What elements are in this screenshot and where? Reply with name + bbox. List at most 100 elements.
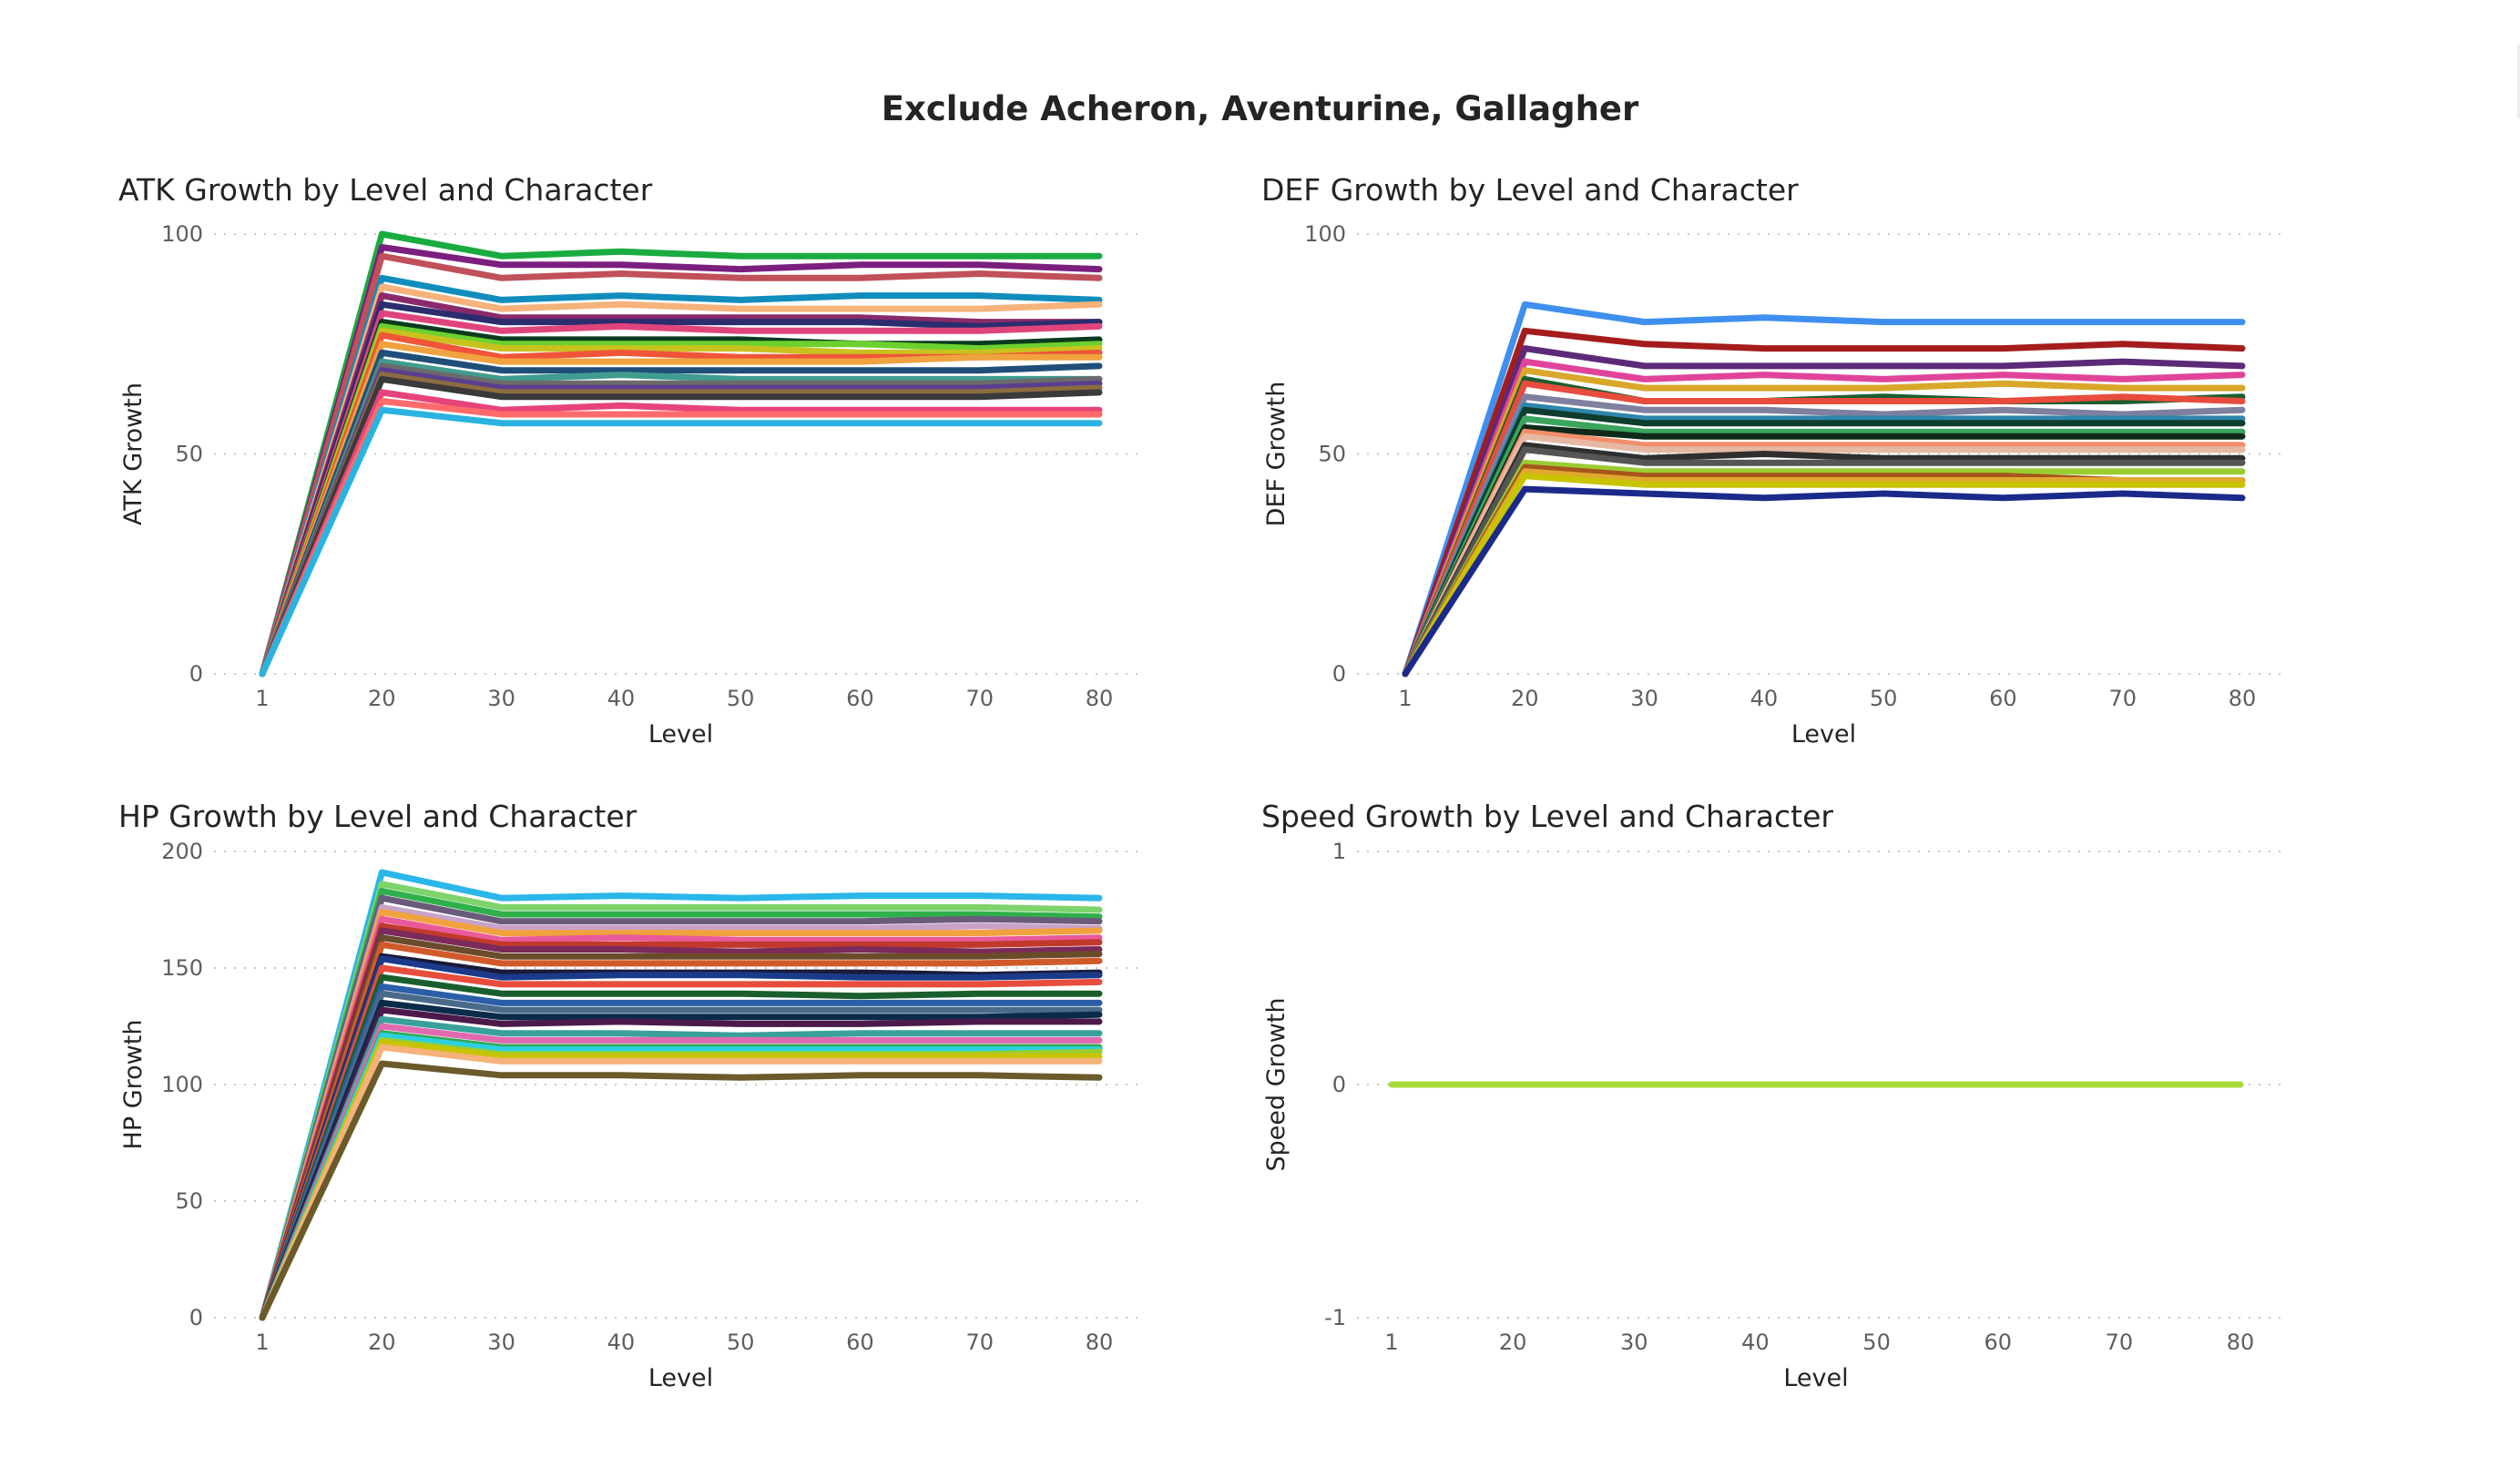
series-line-1[interactable]	[259, 244, 1103, 678]
x-tick-label: 60	[1984, 1330, 2012, 1355]
y-tick-label: 0	[1332, 1072, 1346, 1097]
x-tick-label: 60	[846, 686, 874, 711]
x-tick-label: 70	[965, 1330, 994, 1355]
atk-growth-chart: ATK Growth by Level and Character 0 50 100 1…	[118, 172, 1143, 749]
x-axis-label: Level	[648, 1364, 713, 1392]
y-tick-label: 150	[161, 955, 203, 981]
x-tick-label: 20	[368, 1330, 396, 1355]
x-tick-label: 80	[1086, 686, 1114, 711]
series-line-12[interactable]	[259, 341, 1103, 678]
x-tick-label: 20	[368, 686, 396, 711]
series-line-16[interactable]	[259, 367, 1103, 678]
x-tick-label: 40	[607, 1330, 636, 1355]
series-line-8[interactable]	[259, 927, 1103, 1321]
series-line-7[interactable]	[1402, 393, 2246, 678]
series-line-20[interactable]	[1402, 485, 2246, 678]
x-tick-label: 30	[487, 686, 515, 711]
series-line-25[interactable]	[259, 1044, 1103, 1321]
x-axis-label: Level	[1791, 720, 1856, 749]
series-line-19[interactable]	[259, 1015, 1103, 1321]
series-line-10[interactable]	[259, 327, 1103, 678]
x-tick-label: 70	[2108, 686, 2137, 711]
series-line-2[interactable]	[259, 888, 1103, 1321]
series-line-18[interactable]	[259, 1006, 1103, 1321]
series-line-18[interactable]	[259, 375, 1103, 678]
series-line-9[interactable]	[259, 934, 1103, 1321]
series-line-8[interactable]	[259, 319, 1103, 678]
series-line-9[interactable]	[1402, 406, 2246, 678]
series-line-5[interactable]	[259, 292, 1103, 678]
series-line-22[interactable]	[259, 1032, 1103, 1321]
series-line-14[interactable]	[259, 973, 1103, 1321]
x-axis-label: Level	[648, 720, 713, 749]
series-line-19[interactable]	[1402, 473, 2246, 678]
series-line-13[interactable]	[259, 349, 1103, 678]
chart-title: HP Growth by Level and Character	[118, 799, 638, 834]
x-tick-label: 40	[1741, 1330, 1770, 1355]
series-line-26[interactable]	[259, 1060, 1103, 1321]
y-tick-label: 200	[161, 839, 203, 864]
series-line-3[interactable]	[259, 894, 1103, 1321]
series-line-19[interactable]	[259, 389, 1103, 678]
series-line-3[interactable]	[259, 274, 1103, 678]
y-tick-label: 0	[189, 661, 203, 687]
series-line-16[interactable]	[259, 990, 1103, 1321]
series-line-17[interactable]	[259, 372, 1103, 678]
series-line-0[interactable]	[259, 230, 1103, 678]
series-line-2[interactable]	[1402, 345, 2246, 678]
series-line-11[interactable]	[1402, 424, 2246, 678]
series-line-2[interactable]	[259, 252, 1103, 678]
series-line-20[interactable]	[259, 398, 1103, 678]
series-line-21[interactable]	[259, 406, 1103, 678]
series-line-8[interactable]	[1402, 402, 2246, 678]
series-line-1[interactable]	[259, 881, 1103, 1321]
x-tick-label: 1	[1384, 1330, 1398, 1355]
x-tick-label: 1	[255, 686, 269, 711]
series-line-9[interactable]	[259, 322, 1103, 678]
series-line-6[interactable]	[259, 301, 1103, 678]
series-line-12[interactable]	[259, 955, 1103, 1321]
scrollbar[interactable]	[2517, 44, 2520, 118]
series-line-0[interactable]	[1402, 301, 2246, 678]
series-line-3[interactable]	[1402, 358, 2246, 678]
x-tick-label: 1	[1398, 686, 1412, 711]
series-line-23[interactable]	[259, 1036, 1103, 1321]
series-line-15[interactable]	[1402, 446, 2246, 678]
series-line-12[interactable]	[1402, 428, 2246, 678]
series-line-15[interactable]	[259, 362, 1103, 678]
series-line-7[interactable]	[259, 922, 1103, 1321]
series-line-13[interactable]	[259, 964, 1103, 1321]
x-tick-label: 60	[846, 1330, 874, 1355]
series-line-13[interactable]	[1402, 433, 2246, 678]
y-tick-label: 50	[175, 1188, 203, 1214]
series-line-4[interactable]	[259, 903, 1103, 1321]
x-tick-label: 80	[2229, 686, 2257, 711]
series-line-10[interactable]	[259, 941, 1103, 1321]
series-line-20[interactable]	[259, 1023, 1103, 1321]
x-tick-label: 80	[2227, 1330, 2255, 1355]
series-line-5[interactable]	[259, 909, 1103, 1321]
series-line-14[interactable]	[259, 358, 1103, 678]
series-line-1[interactable]	[1402, 327, 2246, 678]
x-tick-label: 1	[255, 1330, 269, 1355]
series-line-15[interactable]	[259, 983, 1103, 1321]
series-line-6[interactable]	[1402, 380, 2246, 678]
x-tick-label: 30	[487, 1330, 515, 1355]
chart-title: Speed Growth by Level and Character	[1261, 799, 1833, 834]
series-line-10[interactable]	[1402, 415, 2246, 678]
series-line-14[interactable]	[1402, 442, 2246, 678]
series-line-4[interactable]	[1402, 367, 2246, 678]
x-tick-label: 40	[607, 686, 636, 711]
series-line-18[interactable]	[1402, 468, 2246, 678]
series-line-6[interactable]	[259, 915, 1103, 1321]
y-tick-label: 100	[161, 1072, 203, 1097]
page-title: Exclude Acheron, Aventurine, Gallagher	[881, 89, 1639, 128]
series-line-7[interactable]	[259, 310, 1103, 678]
series-line-17[interactable]	[259, 999, 1103, 1321]
series-line-16[interactable]	[1402, 459, 2246, 678]
def-growth-chart: DEF Growth by Level and Character 0 50 100 1…	[1261, 172, 2286, 749]
series-line-0[interactable]	[259, 869, 1103, 1321]
series-line-4[interactable]	[259, 283, 1103, 678]
series-line-24[interactable]	[259, 1039, 1103, 1321]
y-tick-label: 100	[1304, 221, 1346, 247]
